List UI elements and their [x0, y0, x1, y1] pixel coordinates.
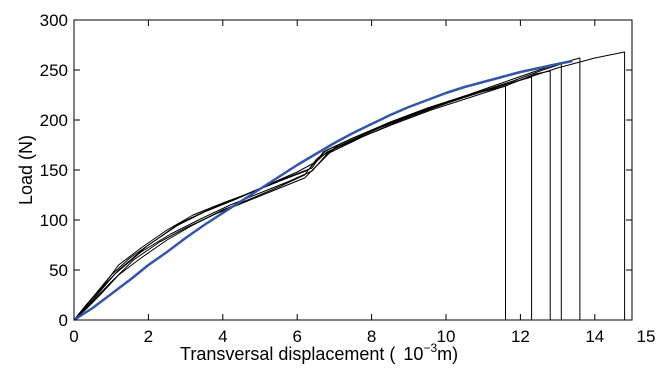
x-axis-label-text: Transversal displacement (: [180, 344, 395, 364]
y-axis-label: Load (N): [16, 135, 36, 205]
x-tick-label: 14: [585, 327, 604, 346]
plot-lines: [73, 51, 626, 322]
y-tick-label: 200: [40, 111, 68, 130]
axis-ticks: [73, 19, 632, 321]
x-axis-label: Transversal displacement ( 10−3m): [180, 341, 458, 364]
x-tick-label: 8: [367, 327, 376, 346]
y-tick-label: 100: [40, 211, 68, 230]
y-tick-label: 250: [40, 61, 68, 80]
x-tick-label: 4: [218, 327, 227, 346]
y-tick-label: 0: [59, 311, 68, 330]
series-line-5: [73, 57, 581, 321]
y-tick-label: 300: [40, 11, 68, 30]
y-tick-label: 50: [49, 261, 68, 280]
series-line-7: [73, 63, 562, 321]
x-tick-label: 0: [69, 327, 78, 346]
x-tick-label: 15: [637, 327, 656, 346]
x-tick-label: 10: [437, 327, 456, 346]
x-axis-label-unit-exponent: −3: [423, 341, 437, 355]
y-tick-label: 150: [40, 161, 68, 180]
series-line-2: [73, 85, 506, 321]
x-axis-label-unit-suffix: m): [437, 344, 458, 364]
series-line-3: [73, 76, 533, 321]
x-tick-label: 6: [292, 327, 301, 346]
series-line-6: [73, 51, 626, 321]
x-axis-label-unit-base: 10: [403, 344, 423, 364]
series-line-4: [73, 70, 551, 321]
x-tick-label: 2: [144, 327, 153, 346]
x-tick-label: 12: [511, 327, 530, 346]
series-line-1: [73, 59, 573, 322]
